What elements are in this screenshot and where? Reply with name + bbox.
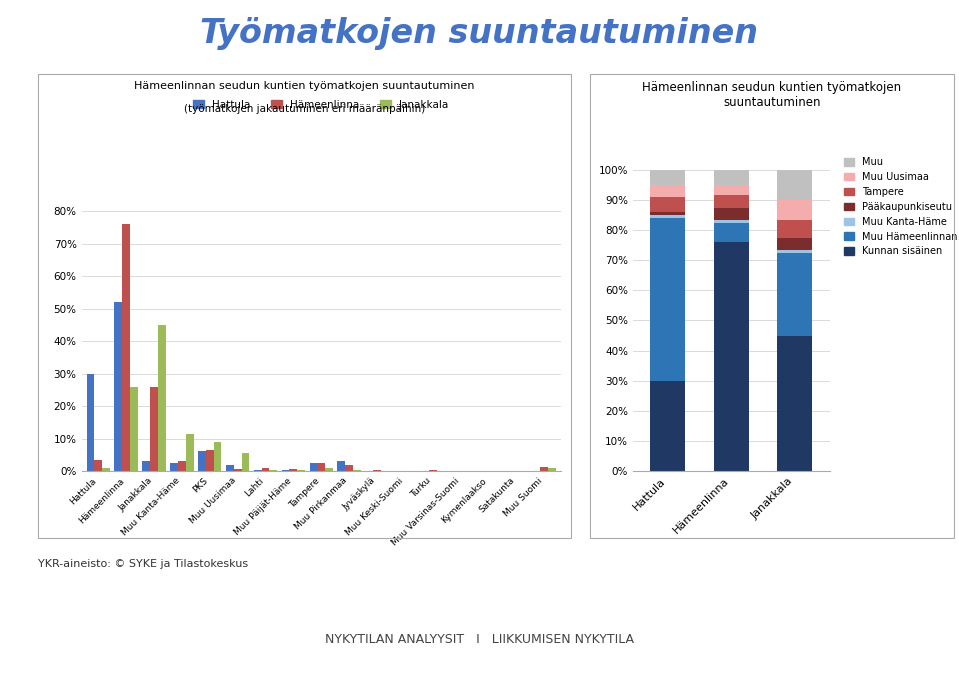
- Text: Hämeenlinnan seudun kuntien työmatkojen suuntautuminen: Hämeenlinnan seudun kuntien työmatkojen …: [134, 81, 475, 91]
- Bar: [178, 462, 186, 471]
- Bar: [713, 195, 749, 207]
- Bar: [310, 463, 317, 471]
- Bar: [650, 212, 686, 215]
- Bar: [338, 462, 345, 471]
- Bar: [86, 374, 94, 471]
- Bar: [234, 468, 242, 471]
- Bar: [777, 170, 812, 200]
- Bar: [650, 218, 686, 381]
- Bar: [713, 223, 749, 242]
- Bar: [540, 467, 549, 471]
- Bar: [549, 468, 556, 471]
- Bar: [650, 381, 686, 471]
- Bar: [713, 185, 749, 195]
- Text: Työmatkojen suuntautuminen: Työmatkojen suuntautuminen: [200, 17, 759, 50]
- Bar: [103, 468, 110, 471]
- Bar: [242, 453, 249, 471]
- Bar: [317, 463, 325, 471]
- Bar: [777, 250, 812, 252]
- Bar: [262, 468, 269, 471]
- Bar: [650, 197, 686, 212]
- Bar: [777, 238, 812, 250]
- Bar: [777, 252, 812, 336]
- Bar: [713, 170, 749, 185]
- Bar: [94, 460, 103, 471]
- Bar: [186, 434, 194, 471]
- Bar: [777, 219, 812, 238]
- Bar: [777, 336, 812, 471]
- Bar: [226, 464, 234, 471]
- Text: (työmatkojen jakautuminen eri määränpäihin): (työmatkojen jakautuminen eri määränpäih…: [184, 104, 425, 114]
- Legend: Muu, Muu Uusimaa, Tampere, Pääkaupunkiseutu, Muu Kanta-Häme, Muu Hämeenlinnan se: Muu, Muu Uusimaa, Tampere, Pääkaupunkise…: [840, 153, 959, 260]
- Bar: [170, 463, 178, 471]
- Bar: [206, 450, 214, 471]
- Bar: [158, 325, 166, 471]
- Bar: [713, 219, 749, 223]
- Bar: [777, 200, 812, 219]
- Bar: [130, 387, 138, 471]
- Bar: [122, 224, 130, 471]
- Bar: [650, 170, 686, 185]
- Bar: [353, 470, 361, 471]
- Text: Hämeenlinnan seudun kuntien työmatkojen
suuntautuminen: Hämeenlinnan seudun kuntien työmatkojen …: [643, 81, 901, 109]
- Bar: [325, 468, 333, 471]
- Bar: [650, 215, 686, 218]
- Bar: [214, 442, 222, 471]
- Bar: [199, 451, 206, 471]
- Bar: [114, 302, 122, 471]
- Legend: Hattula, Hämeenlinna, Janakkala: Hattula, Hämeenlinna, Janakkala: [189, 96, 454, 114]
- Bar: [151, 387, 158, 471]
- Bar: [713, 242, 749, 471]
- Bar: [345, 464, 353, 471]
- Bar: [713, 207, 749, 219]
- Bar: [290, 468, 297, 471]
- Bar: [142, 462, 151, 471]
- Bar: [650, 185, 686, 197]
- Text: NYKYTILAN ANALYYSIT   I   LIIKKUMISEN NYKYTILA: NYKYTILAN ANALYYSIT I LIIKKUMISEN NYKYTI…: [325, 633, 634, 645]
- Text: YKR-aineisto: © SYKE ja Tilastokeskus: YKR-aineisto: © SYKE ja Tilastokeskus: [38, 559, 248, 569]
